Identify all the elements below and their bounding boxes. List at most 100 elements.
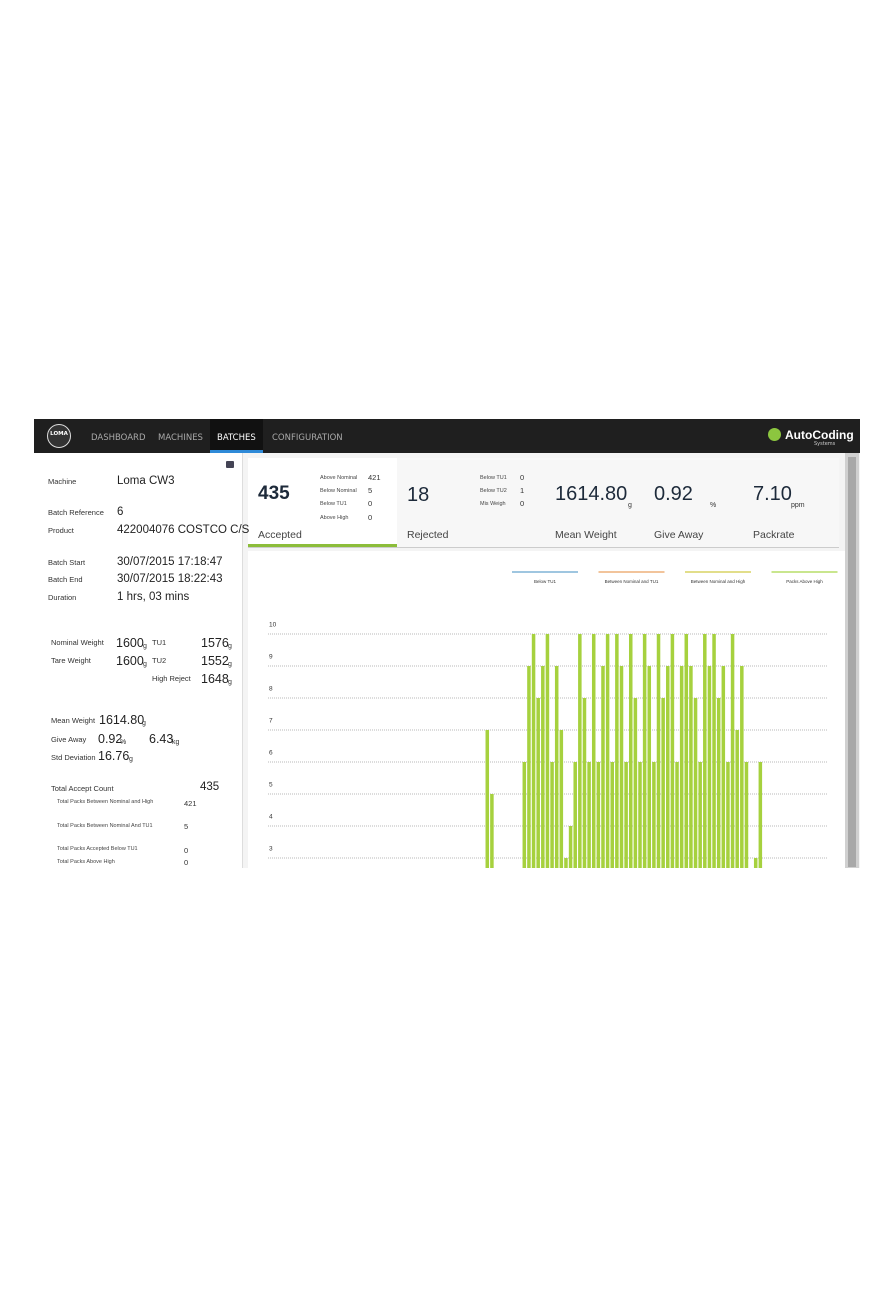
y-tick-label: 8 (269, 686, 273, 693)
breakdown-label: Below TU2 (480, 488, 507, 494)
summary-value: 6.43 (149, 732, 174, 746)
bar (689, 666, 693, 868)
bar (601, 666, 605, 868)
breakdown-value: 0 (520, 499, 525, 508)
summary-value: 16.76 (98, 749, 130, 763)
bar (735, 730, 739, 868)
breakdown-label: Above High (320, 515, 349, 521)
bar (638, 762, 642, 868)
accepted-tile[interactable] (248, 458, 397, 547)
bar (578, 634, 582, 868)
bar (647, 666, 652, 868)
bar (628, 634, 633, 868)
bar (721, 666, 726, 868)
stat-unit: g (628, 502, 632, 509)
nav-bar: LOMA DASHBOARD MACHINES BATCHES CONFIGUR… (34, 419, 860, 453)
bar (758, 762, 763, 868)
summary-unit: % (120, 739, 127, 746)
nav-item[interactable]: MACHINES (158, 433, 203, 443)
y-tick-label: 6 (269, 750, 273, 757)
bar (596, 762, 601, 868)
brand-sub: Systems (814, 441, 836, 447)
breakdown-label: Above Nominal (320, 475, 358, 481)
y-tick-label: 4 (269, 814, 273, 821)
weight-value: 1552 (201, 654, 229, 668)
bar (550, 762, 554, 868)
stat-label: Packrate (753, 529, 795, 541)
stat-value: 18 (407, 484, 430, 506)
weight-value: 1576 (201, 636, 229, 650)
bar (564, 858, 568, 868)
bar (582, 698, 587, 868)
legend-label: Between Nominal and High (691, 579, 746, 584)
y-tick-label: 9 (269, 654, 273, 661)
bar (536, 698, 540, 868)
logo-text: LOMA (50, 431, 68, 437)
chart: Below TU1 Between Nominal and TU1 Between … (268, 571, 838, 868)
stat-unit: ppm (791, 502, 805, 509)
weight-unit: g (228, 679, 232, 686)
bar (744, 762, 749, 868)
weight-unit: g (228, 643, 232, 650)
bar (633, 698, 638, 868)
breakdown-label: Below Nominal (320, 488, 357, 494)
bar (661, 698, 665, 868)
breakdown-value: 0 (368, 499, 373, 508)
bar (656, 634, 661, 868)
bar (527, 666, 531, 868)
count-row-value: 0 (184, 846, 189, 855)
stat-value: 1614.80 (555, 483, 628, 505)
bar (740, 666, 744, 868)
details-panel (34, 453, 243, 868)
weight-value: 1600 (116, 654, 144, 668)
breakdown-label: Below TU1 (320, 501, 347, 507)
nav-item[interactable]: DASHBOARD (91, 433, 146, 443)
bar (619, 666, 624, 868)
bar (587, 762, 591, 868)
y-tick-label: 3 (269, 846, 273, 853)
field-label: Batch Start (48, 558, 86, 567)
print-icon[interactable] (226, 461, 234, 468)
field-value: 6 (117, 506, 124, 518)
field-label: Machine (48, 477, 77, 486)
bar (684, 634, 689, 868)
stat-value: 7.10 (753, 483, 792, 505)
field-label: Duration (48, 593, 77, 602)
scrollbar[interactable] (845, 453, 859, 868)
y-tick-label: 7 (269, 718, 273, 725)
nav-item[interactable]: BATCHES (217, 433, 256, 443)
stat-label: Give Away (654, 529, 704, 541)
summary-unit: g (129, 756, 133, 763)
brand: AutoCoding (785, 428, 854, 442)
summary-value: 0.92 (98, 732, 123, 746)
field-value: 1 hrs, 03 mins (117, 591, 190, 603)
stat-value: 435 (258, 483, 290, 504)
bar (605, 634, 610, 868)
summary-label: Give Away (51, 735, 87, 744)
nav-item[interactable]: CONFIGURATION (272, 433, 343, 443)
bar (730, 634, 735, 868)
breakdown-value: 421 (368, 473, 381, 482)
weight-value: 1600 (116, 636, 144, 650)
scroll-thumb[interactable] (848, 457, 856, 867)
bar (610, 762, 614, 868)
bar (642, 634, 647, 868)
field-label: Batch Reference (48, 508, 104, 517)
count-value: 435 (200, 781, 220, 793)
stat-label: Mean Weight (555, 529, 617, 541)
bar (573, 762, 577, 868)
count-row-label: Total Packs Accepted Below TU1 (57, 846, 138, 852)
breakdown-value: 0 (520, 473, 525, 482)
summary-label: Std Deviation (51, 753, 96, 762)
summary-unit: kg (172, 739, 180, 746)
bar (522, 762, 527, 868)
logo[interactable] (47, 424, 71, 448)
field-value: 422004076 COSTCO C/S (117, 524, 250, 536)
stat-label: Rejected (407, 529, 449, 541)
field-value: Loma CW3 (117, 475, 175, 487)
breakdown-label: Below TU1 (480, 475, 507, 481)
bar (693, 698, 698, 868)
breakdown-value: 0 (368, 513, 373, 522)
field-label: Product (48, 526, 74, 535)
